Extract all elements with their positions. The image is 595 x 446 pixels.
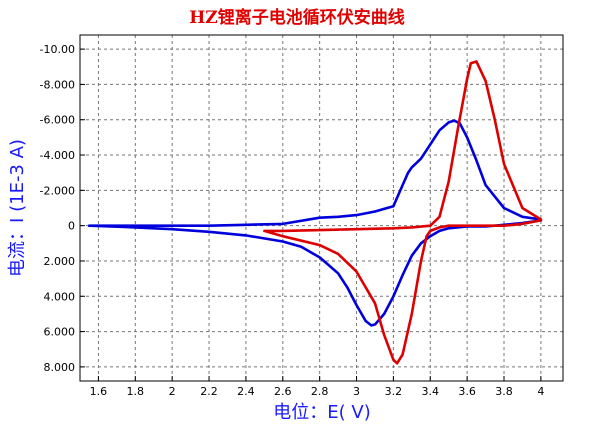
y-axis: -10.00 -8.000 -6.000 -4.000 -2.000 0 2.000 4.00… <box>40 43 85 374</box>
y-axis-label: 电流：I (1E-3 A) <box>7 139 28 277</box>
x-tick-label: 3.6 <box>458 385 476 398</box>
x-tick-label: 1.6 <box>90 385 108 398</box>
y-tick-label: -8.000 <box>40 78 75 91</box>
x-tick-label: 2 <box>169 385 176 398</box>
y-tick-label: 2.000 <box>44 255 76 268</box>
x-tick-label: 2.4 <box>237 385 255 398</box>
y-tick-label: -2.000 <box>40 184 75 197</box>
plot-frame <box>79 34 564 382</box>
x-tick-label: 2.8 <box>311 385 329 398</box>
y-tick-label: 4.000 <box>44 290 76 303</box>
y-tick-label: -4.000 <box>40 149 75 162</box>
x-tick-label: 2.2 <box>200 385 218 398</box>
y-tick-label: -6.000 <box>40 114 75 127</box>
y-tick-label: 8.000 <box>44 361 76 374</box>
grid <box>80 35 563 381</box>
x-tick-label: 3 <box>353 385 360 398</box>
chart-title: HZ锂离子电池循环伏安曲线 <box>189 7 404 28</box>
x-tick-label: 2.6 <box>274 385 292 398</box>
x-tick-label: 3.4 <box>422 385 440 398</box>
x-axis: 1.6 1.8 2 2.2 2.4 2.6 2.8 3 3.2 3.4 3.6 3.8 4 <box>90 376 544 398</box>
x-tick-label: 3.8 <box>495 385 513 398</box>
series-group <box>87 60 543 365</box>
series-2-line <box>263 60 543 365</box>
y-tick-label: -10.00 <box>40 43 75 56</box>
y-tick-label: 6.000 <box>44 326 76 339</box>
x-tick-label: 1.8 <box>127 385 145 398</box>
y-tick-label: 0 <box>68 220 75 233</box>
x-tick-label: 3.2 <box>385 385 403 398</box>
x-tick-label: 4 <box>537 385 544 398</box>
series-1-line <box>87 119 543 327</box>
x-axis-label: 电位：E( V) <box>273 402 370 423</box>
